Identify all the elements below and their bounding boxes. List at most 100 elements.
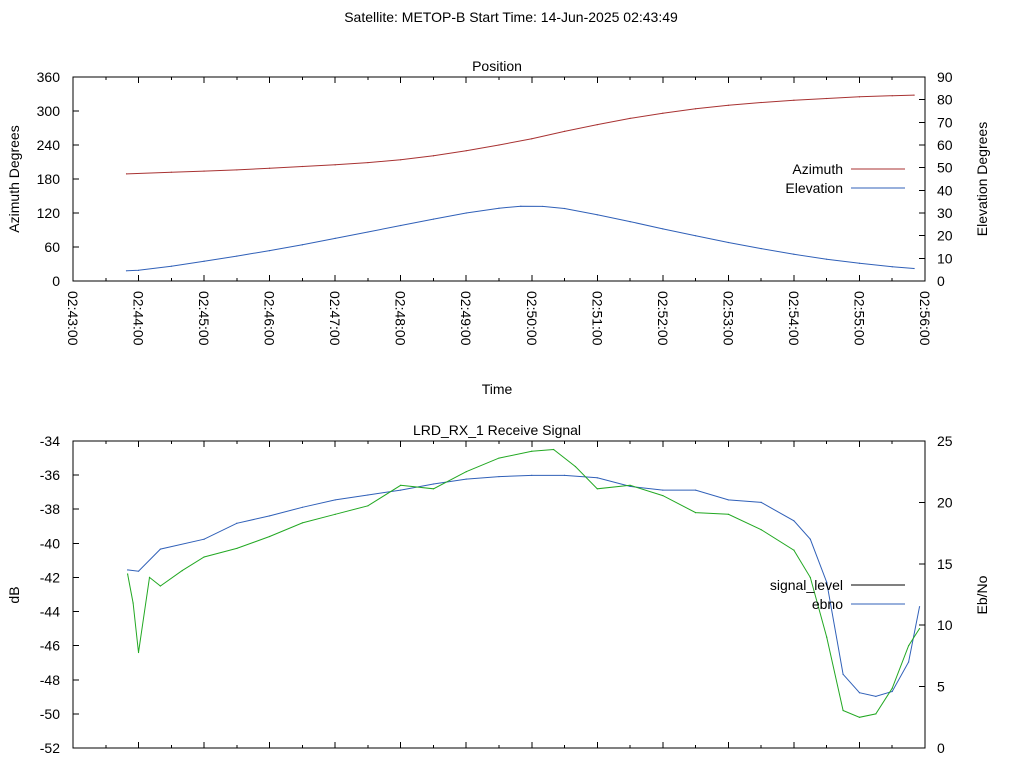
signal-y2-tick-label: 15 [937, 556, 953, 572]
signal-data-point-trace [236, 547, 238, 550]
signal-data-point-ebno [826, 581, 828, 583]
position-data-point-Azimuth [498, 144, 500, 146]
signal-y2-tick-label: 25 [937, 433, 953, 449]
position-y2-tick-label: 70 [937, 114, 953, 130]
position-chart-title: Position [472, 58, 522, 74]
signal-data-point-trace [301, 522, 303, 524]
position-data-point-Elevation [498, 207, 500, 209]
position-x-tick-label: 02:45:00 [196, 291, 212, 346]
signal-y-tick-label: -34 [40, 433, 60, 449]
legend-label-elevation: Elevation [785, 180, 843, 196]
position-chart: Position Azimuth Degrees Elevation Degre… [6, 58, 990, 397]
signal-data-point-trace [148, 576, 151, 579]
position-data-point-Azimuth [662, 112, 664, 114]
position-data-point-Elevation [891, 266, 893, 268]
position-x-tick-label: 02:54:00 [786, 291, 802, 346]
position-x-tick-label: 02:52:00 [655, 291, 671, 346]
position-data-point-Elevation [793, 253, 795, 255]
position-data-point-Elevation [629, 221, 631, 223]
signal-data-point-trace [132, 602, 134, 604]
signal-y-tick-label: -38 [40, 501, 60, 517]
position-x-tick-label: 02:49:00 [458, 291, 474, 346]
position-data-point-Elevation [760, 247, 762, 250]
position-data-point-Elevation [125, 270, 128, 272]
signal-y-tick-label: -50 [40, 706, 60, 722]
signal-data-point-ebno [809, 538, 811, 540]
position-data-point-Azimuth [203, 170, 205, 172]
signal-data-point-trace [269, 535, 271, 538]
signal-data-point-ebno [563, 474, 566, 476]
signal-data-point-ebno [695, 489, 697, 491]
position-x-tick-label: 02:53:00 [720, 291, 736, 346]
position-data-point-Azimuth [695, 108, 697, 110]
signal-data-point-trace [918, 628, 921, 630]
signal-data-point-ebno [908, 661, 910, 663]
position-data-point-Elevation [334, 237, 336, 239]
position-y-tick-label: 300 [37, 103, 61, 119]
signal-data-point-ebno [301, 506, 303, 508]
signal-data-point-trace [367, 505, 369, 507]
signal-data-point-ebno [858, 692, 861, 694]
position-y-tick-label: 120 [37, 205, 61, 221]
signal-y-tick-label: -40 [40, 535, 60, 551]
signal-data-point-trace [891, 687, 893, 689]
legend-label-ebno: ebno [812, 596, 843, 612]
signal-data-point-ebno [137, 570, 140, 572]
signal-data-point-trace [727, 513, 729, 515]
position-y2-tick-label: 30 [937, 205, 953, 221]
position-data-point-Azimuth [531, 138, 533, 140]
position-y2-tick-label: 90 [937, 69, 953, 85]
signal-data-point-ebno [891, 690, 893, 693]
signal-data-point-trace [159, 585, 161, 587]
signal-data-point-trace [574, 465, 577, 468]
signal-data-point-ebno [400, 489, 402, 491]
position-legend: Azimuth Elevation [785, 161, 905, 196]
signal-data-point-ebno [127, 569, 129, 571]
signal-data-point-trace [334, 513, 336, 515]
position-data-point-Elevation [826, 258, 828, 260]
position-y2-tick-label: 10 [937, 250, 953, 266]
signal-data-point-ebno [203, 538, 205, 540]
signal-y-tick-label: -52 [40, 740, 60, 756]
signal-data-point-trace [662, 494, 664, 497]
signal-data-point-trace [695, 512, 697, 514]
position-data-point-Elevation [913, 267, 915, 270]
position-x-tick-label: 02:55:00 [851, 291, 867, 346]
signal-data-point-ebno [662, 489, 664, 491]
signal-data-point-trace [760, 529, 762, 531]
position-data-point-Elevation [465, 212, 467, 214]
signal-data-point-trace [553, 448, 555, 451]
position-data-point-Azimuth [301, 165, 303, 168]
position-data-point-Elevation [520, 205, 522, 207]
position-data-point-Elevation [858, 262, 861, 264]
position-y2-tick-label: 60 [937, 137, 953, 153]
position-series-line-Elevation [126, 205, 915, 272]
position-y2-tick-label: 50 [937, 160, 953, 176]
signal-data-point-trace [127, 573, 129, 575]
signal-data-point-trace [793, 549, 795, 551]
signal-data-point-trace [809, 576, 811, 579]
position-plot-frame [72, 76, 926, 282]
signal-data-point-trace [400, 484, 402, 486]
position-data-point-Elevation [727, 241, 729, 244]
position-x-tick-label: 02:56:00 [917, 291, 933, 346]
signal-data-point-trace [181, 570, 183, 572]
position-data-point-Elevation [236, 255, 238, 257]
signal-data-point-trace [465, 471, 467, 473]
signal-data-point-trace [432, 488, 435, 490]
signal-data-point-ebno [531, 474, 533, 476]
position-data-point-Azimuth [432, 155, 435, 157]
position-data-point-Azimuth [858, 96, 861, 98]
position-y2-tick-label: 40 [937, 182, 953, 198]
signal-y-tick-label: -42 [40, 569, 60, 585]
signal-data-point-trace [858, 716, 861, 718]
position-data-point-Elevation [542, 205, 544, 208]
signal-data-point-ebno [334, 499, 336, 501]
position-y2-tick-label: 0 [937, 273, 945, 289]
signal-data-point-ebno [727, 499, 729, 501]
position-data-point-Azimuth [727, 104, 729, 106]
position-data-point-Azimuth [913, 94, 915, 96]
signal-data-point-ebno [842, 673, 844, 675]
ebno-axis-label: Eb/No [974, 575, 990, 614]
position-x-tick-label: 02:44:00 [131, 291, 147, 346]
